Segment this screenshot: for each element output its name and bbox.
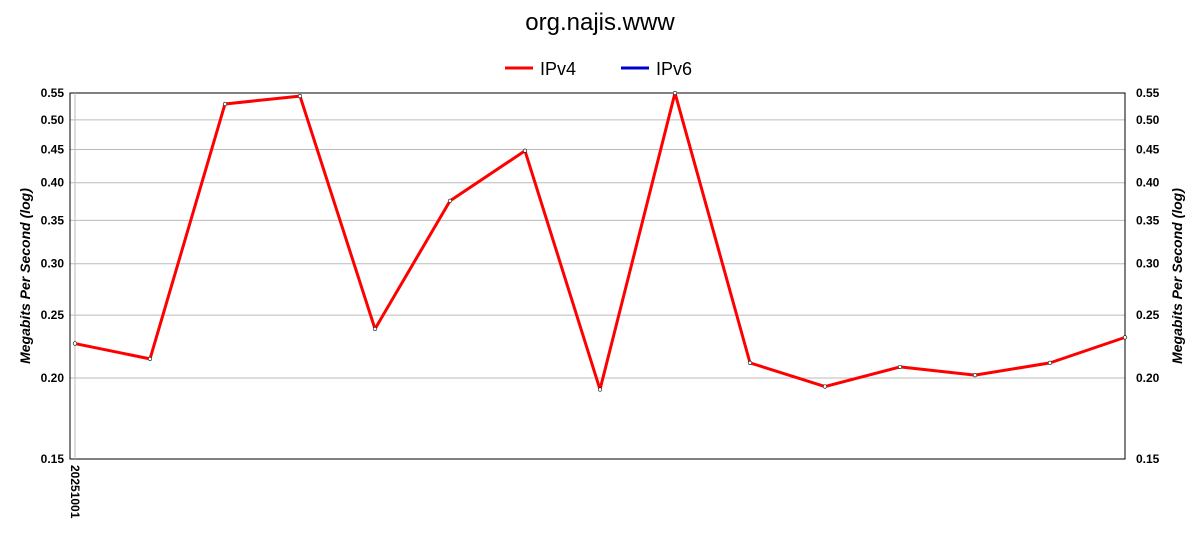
y-tick-label-left: 0.15 [41,452,65,466]
data-point [597,387,603,392]
y-tick-label-right: 0.45 [1136,143,1160,157]
series-line-ipv4 [74,91,1126,391]
plot-area-border [69,92,1126,460]
y-axis-right: 0.15 0.20 0.25 0.30 0.35 0.40 0.45 0.50 0.55 [1136,86,1160,466]
x-tick-label: 20251001 [68,465,82,519]
y-tick-label-right: 0.15 [1136,452,1160,466]
data-point [1047,360,1053,365]
y-tick-label-right: 0.25 [1136,308,1160,322]
y-tick-label-right: 0.40 [1136,176,1160,190]
data-point [222,101,228,107]
y-tick-label-right: 0.55 [1136,86,1160,100]
y-axis-left: 0.15 0.20 0.25 0.30 0.35 0.40 0.45 0.50 0.55 [41,86,65,466]
y-tick-label-right: 0.35 [1136,213,1160,227]
y-axis-label-left: Megabits Per Second (log) [17,188,33,364]
y-tick-label-left: 0.25 [41,308,65,322]
data-point [822,384,828,389]
y-tick-label-left: 0.45 [41,143,65,157]
data-point [147,356,153,362]
data-point [972,373,978,378]
data-point [897,364,903,370]
legend: IPv4 IPv6 [505,59,692,79]
legend-label-ipv6: IPv6 [656,59,692,79]
y-tick-label-left: 0.30 [41,257,65,271]
data-point [447,198,453,203]
gridlines [70,92,1125,460]
y-tick-label-right: 0.20 [1136,371,1160,385]
y-tick-label-right: 0.50 [1136,113,1160,127]
y-tick-label-left: 0.40 [41,176,65,190]
chart-title: org.najis.www [525,9,675,36]
data-point [72,341,78,346]
data-point [672,90,678,96]
y-tick-label-left: 0.50 [41,113,65,127]
data-point [522,148,528,153]
series-layer [72,90,1128,392]
data-point [372,326,378,332]
y-tick-label-right: 0.30 [1136,257,1160,271]
data-point [747,360,753,365]
data-point [1122,335,1128,340]
legend-label-ipv4: IPv4 [540,59,576,79]
y-tick-label-left: 0.55 [41,86,65,100]
y-tick-label-left: 0.35 [41,213,65,227]
y-axis-label-right: Megabits Per Second (log) [1169,188,1185,364]
data-point [297,93,303,99]
y-tick-label-left: 0.20 [41,371,65,385]
